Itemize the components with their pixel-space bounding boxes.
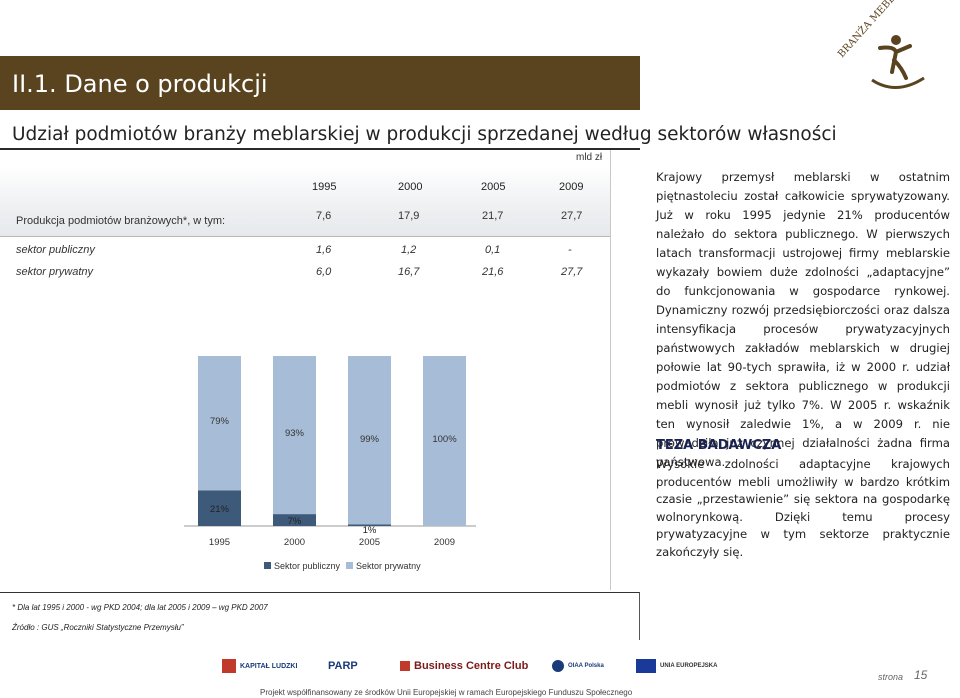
sponsor-parp: PARP: [328, 650, 358, 682]
label-public-1995: 21%: [210, 504, 230, 515]
label-public-2005: 1%: [363, 525, 377, 536]
legend-item-public: Sektor publiczny: [264, 561, 340, 571]
bar-private-2005: [348, 356, 391, 525]
x-tick-2000: 2000: [284, 537, 305, 548]
bar-public-1995: [198, 490, 241, 526]
legend-swatch-public: [264, 562, 271, 569]
row-total-1995: 7,6: [316, 210, 332, 222]
sponsor3-label: Business Centre Club: [414, 660, 529, 672]
row-public-2009: -: [568, 244, 572, 256]
x-tick-2005: 2005: [359, 537, 380, 548]
sponsor-ue: UNIA EUROPEJSKA: [636, 650, 717, 682]
oiaa-icon: [552, 660, 564, 672]
stacked-bar-chart: 79% 21% 1995 93% 7% 2000 99% 1%2005 100% 2009: [184, 356, 476, 548]
bar-private-2000: [273, 356, 316, 515]
sponsor4-label: OIAA Polska: [568, 663, 604, 669]
page-title: II.1. Dane o produkcji: [12, 70, 268, 98]
table-unit: mld zł: [576, 152, 603, 163]
subtitle-part2: według sektorów własności: [584, 124, 837, 145]
logo: BRANŻA MEBLARSKA: [835, 0, 945, 89]
row-private-label: sektor prywatny: [16, 266, 94, 278]
section-subtitle: Udział podmiotów branży meblarskiej w pr…: [12, 124, 837, 145]
thesis-text: Wysokie zdolności adaptacyjne krajowych …: [656, 457, 950, 559]
row-total-2000: 17,9: [398, 210, 420, 222]
kapital-ludzki-icon: [222, 659, 236, 673]
label-public-2000: 7%: [288, 516, 302, 527]
year-header-1995: 1995: [312, 181, 337, 193]
bar-private-1995: [198, 356, 241, 491]
sponsor-oiaa: OIAA Polska: [552, 650, 604, 682]
source-note: Źródło : GUS „Roczniki Statystyczne Prze…: [12, 623, 184, 632]
sponsor1-label: KAPITAŁ LUDZKI: [240, 662, 298, 670]
page-number: 15: [914, 668, 928, 682]
label-private-1995: 79%: [210, 416, 230, 427]
table-separator: [0, 236, 610, 237]
subtitle-part1: Udział podmiotów branży meblarskiej w pr…: [12, 124, 585, 145]
year-header-2009: 2009: [559, 181, 584, 193]
row-public-2005: 0,1: [485, 244, 501, 256]
sponsor2-label: PARP: [328, 660, 358, 672]
description-paragraph: Krajowy przemysł meblarski w ostatnim pi…: [656, 170, 950, 469]
label-private-2009: 100%: [432, 434, 457, 445]
footnote: * Dla lat 1995 i 2000 - wg PKD 2004; dla…: [12, 603, 268, 612]
sponsor5-label: UNIA EUROPEJSKA: [660, 663, 718, 669]
row-private-1995: 6,0: [316, 266, 332, 278]
year-header-2005: 2005: [481, 181, 506, 193]
column-divider: [610, 150, 611, 590]
bar-public-2000: [273, 514, 316, 526]
funding-note: Projekt współfinansowany ze środków Unii…: [260, 688, 633, 697]
row-total-2005: 21,7: [482, 210, 504, 222]
row-private-2009: 27,7: [561, 266, 583, 278]
header-band: II.1. Dane o produkcji: [0, 56, 640, 110]
row-total-label: Produkcja podmiotów branżowych*, w tym:: [16, 215, 226, 227]
subtitle-divider: [0, 148, 640, 150]
legend-item-private: Sektor prywatny: [346, 561, 421, 571]
row-public-1995: 1,6: [316, 244, 332, 256]
table-header-shade: [0, 166, 610, 236]
x-tick-1995: 1995: [209, 537, 230, 548]
bar-public-2005: [348, 524, 391, 526]
bar-private-2009: [423, 356, 466, 526]
year-header-2000: 2000: [398, 181, 423, 193]
row-total-2009: 27,7: [561, 210, 583, 222]
row-public-label: sektor publiczny: [16, 244, 95, 256]
logo-text: BRANŻA MEBLARSKA: [835, 0, 922, 60]
legend-swatch-private: [346, 562, 354, 569]
notes-box: * Dla lat 1995 i 2000 - wg PKD 2004; dla…: [0, 592, 640, 640]
label-private-2000: 93%: [285, 428, 305, 439]
legend-label-public: Sektor publiczny: [274, 561, 341, 571]
sponsor-bcc: Business Centre Club: [400, 650, 528, 682]
legend-label-private: Sektor prywatny: [356, 561, 421, 571]
chart-legend: Sektor publiczny Sektor prywatny: [264, 561, 421, 571]
eu-flag-icon: [636, 659, 656, 673]
page-label: strona: [878, 672, 904, 682]
x-tick-2009: 2009: [434, 537, 455, 548]
bcc-icon: [400, 661, 410, 671]
row-public-2000: 1,2: [401, 244, 417, 256]
thesis-title: TEZA BADAWCZA: [656, 438, 782, 453]
row-private-2005: 21,6: [482, 266, 504, 278]
row-private-2000: 16,7: [398, 266, 420, 278]
sponsor-kapital-ludzki: KAPITAŁ LUDZKI: [222, 650, 297, 682]
label-private-2005: 99%: [360, 434, 380, 445]
